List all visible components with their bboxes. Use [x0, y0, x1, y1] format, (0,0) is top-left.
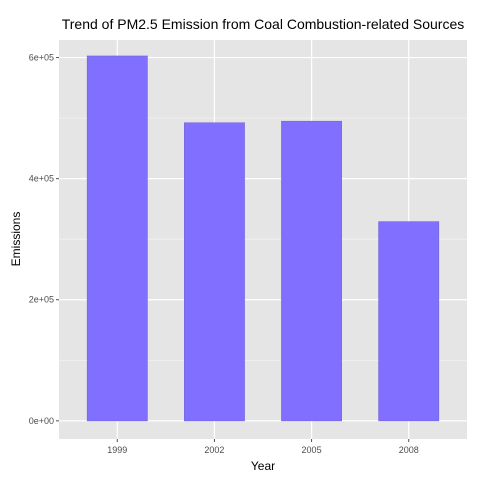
- y-tick-label: 2e+05: [29, 295, 54, 305]
- y-axis-ticks: 0e+00 2e+05 4e+05 6e+05: [29, 53, 59, 426]
- x-axis-ticks: 1999 2002 2005 2008: [107, 439, 419, 455]
- bar-2002: [184, 122, 245, 422]
- chart-title: Trend of PM2.5 Emission from Coal Combus…: [62, 16, 465, 32]
- y-tick-label: 6e+05: [29, 53, 54, 63]
- bar-2005: [281, 120, 342, 422]
- bar-1999: [86, 55, 148, 422]
- x-tick-label: 2002: [204, 445, 224, 455]
- x-tick-label: 2008: [399, 445, 419, 455]
- y-tick-label: 0e+00: [29, 416, 54, 426]
- x-tick-label: 2005: [302, 445, 322, 455]
- x-tick-label: 1999: [107, 445, 127, 455]
- y-axis-title: Emissions: [9, 212, 23, 267]
- y-tick-label: 4e+05: [29, 174, 54, 184]
- x-axis-title: Year: [251, 459, 275, 473]
- bar-2008: [378, 221, 440, 422]
- bars: [86, 55, 440, 422]
